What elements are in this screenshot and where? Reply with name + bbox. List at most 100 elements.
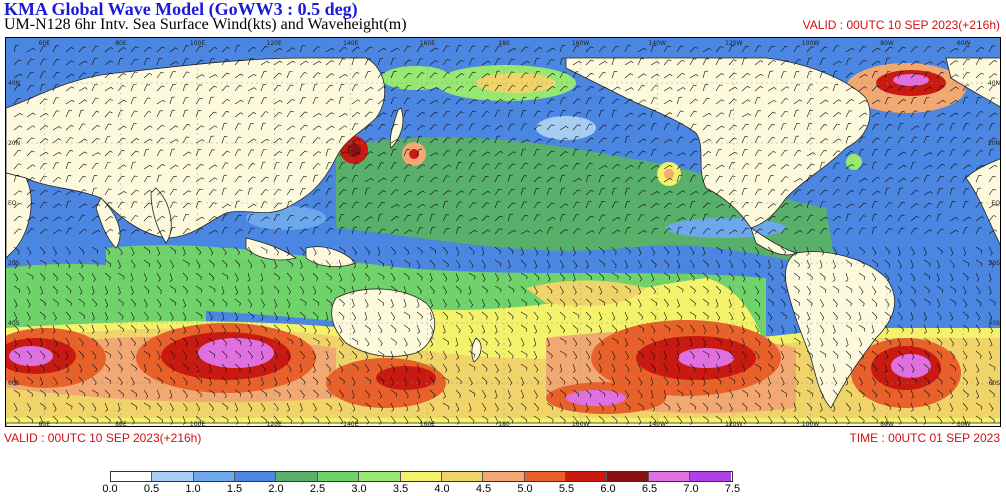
wind-barb [858, 350, 864, 360]
wind-barb [130, 337, 136, 347]
wind-barb [793, 259, 800, 268]
wind-barb [598, 311, 603, 321]
wind-barb [364, 389, 371, 398]
colorbar-swatch [400, 472, 442, 481]
wind-barb [65, 47, 75, 53]
wind-barb [195, 139, 205, 144]
wind-barb [559, 214, 566, 222]
wind-barb [273, 124, 282, 131]
wind-barb [325, 188, 332, 196]
right-lat-label: 60S [989, 380, 1001, 387]
wind-barb [130, 150, 139, 157]
wind-barb [728, 337, 734, 347]
wind-barb [858, 124, 867, 131]
wind-barb [208, 230, 218, 235]
wind-barb [234, 214, 242, 222]
wind-barb [351, 226, 358, 235]
wind-barb [546, 73, 556, 79]
wind-barb [949, 337, 955, 347]
wind-barb [715, 175, 723, 183]
wind-barb [52, 97, 60, 105]
wind-barb [728, 376, 736, 384]
wind-barb [832, 311, 838, 321]
wind-barb [624, 363, 630, 373]
wind-barb [611, 86, 621, 92]
wind-barb [143, 148, 150, 157]
wind-barb [559, 110, 566, 118]
wind-barb [572, 189, 581, 196]
wind-barb [611, 311, 616, 321]
wind-barb [702, 402, 709, 411]
wind-barb [78, 60, 88, 66]
wind-barb [286, 175, 293, 183]
wind-barb [663, 73, 673, 79]
wind-barb [780, 164, 790, 170]
wind-barb [130, 123, 137, 131]
wind-barb [988, 188, 997, 196]
wind-barb [806, 137, 815, 144]
colorbar-label: 7.0 [683, 483, 699, 495]
wind-barb [312, 363, 316, 373]
wind-barb [221, 85, 230, 92]
wind-barb [468, 110, 476, 118]
wind-barb [741, 285, 746, 295]
wind-barb [897, 415, 902, 425]
wind-barb [871, 389, 878, 398]
wind-barb [143, 311, 149, 321]
wind-barb [676, 363, 681, 373]
wind-barb [117, 175, 125, 183]
wind-barb [806, 389, 814, 397]
wind-barb [403, 149, 410, 157]
wind-barb [884, 124, 893, 131]
wind-barb [312, 402, 317, 412]
wind-barb [429, 285, 435, 295]
wind-barb [884, 202, 893, 209]
wind-barb [884, 285, 891, 294]
wind-barb [663, 363, 668, 373]
wind-barb [299, 376, 306, 385]
wind-barb [247, 46, 256, 53]
wind-barb [741, 85, 751, 92]
wind-barb [910, 110, 918, 118]
wind-barb [221, 298, 228, 307]
wind-barb [377, 86, 387, 92]
right-lat-label: 40S [989, 320, 1001, 327]
wind-barb [832, 246, 838, 256]
wind-barb [715, 376, 722, 385]
wind-barb [325, 324, 331, 334]
wind-barb [624, 214, 631, 222]
wind-barb [546, 363, 553, 372]
wind-barb [416, 350, 423, 359]
wind-barb [260, 216, 270, 222]
wind-barb [689, 227, 697, 235]
wind-barb [364, 337, 370, 347]
wind-barb [13, 215, 22, 222]
wind-barb [559, 324, 565, 334]
wind-barb [65, 311, 71, 321]
wind-barb [156, 71, 164, 79]
wind-barb [247, 149, 255, 157]
wind-barb [455, 137, 464, 144]
wind-barb [234, 259, 241, 268]
wind-barb [845, 324, 853, 332]
wind-barb [754, 389, 761, 398]
wind-barb [884, 298, 890, 308]
wind-barb [533, 176, 542, 183]
wind-barb [507, 259, 511, 269]
wind-barb [221, 59, 230, 66]
wind-barb [338, 363, 344, 373]
wind-barb [104, 136, 111, 144]
wind-barb [572, 311, 580, 319]
wind-barb [52, 126, 62, 131]
wind-barb [156, 376, 163, 385]
wind-barb [923, 229, 933, 235]
wind-barb [936, 298, 941, 308]
wind-barb [910, 363, 915, 373]
wind-barb [975, 389, 980, 399]
wind-barb [988, 285, 992, 295]
wind-barb [585, 298, 592, 307]
wind-barb [65, 324, 72, 333]
wind-barb [325, 259, 331, 269]
wind-barb [988, 402, 994, 412]
wind-barb [273, 272, 280, 281]
